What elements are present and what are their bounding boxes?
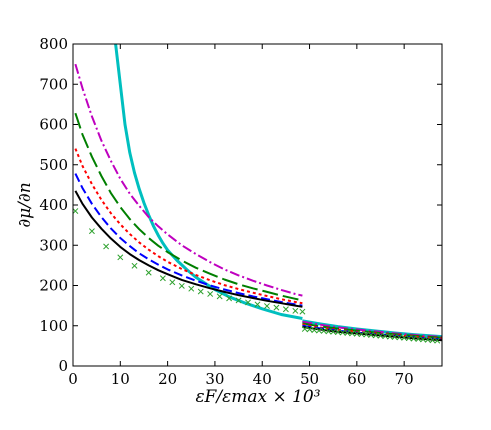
data-marker <box>382 333 389 340</box>
x-tick-label: 70 <box>395 370 414 388</box>
data-marker <box>306 326 313 333</box>
y-tick-label: 600 <box>39 116 68 134</box>
data-marker <box>169 279 176 286</box>
data-marker <box>344 330 351 336</box>
series-line-1-segment-1 <box>114 44 303 320</box>
y-tick-label: 300 <box>39 236 68 254</box>
data-marker <box>325 328 332 335</box>
data-marker <box>405 335 412 342</box>
data-marker <box>334 329 341 336</box>
y-tick-label: 200 <box>39 277 68 295</box>
y-tick-label: 100 <box>39 317 68 335</box>
data-marker <box>145 269 152 276</box>
data-marker <box>415 336 422 342</box>
y-tick-label: 400 <box>39 196 68 214</box>
data-marker <box>197 288 204 295</box>
data-marker <box>216 293 223 300</box>
data-marker <box>429 337 436 344</box>
data-marker <box>188 285 195 292</box>
data-marker <box>391 334 398 340</box>
data-marker <box>420 336 427 343</box>
data-marker <box>316 327 322 334</box>
y-tick-label: 500 <box>39 156 68 174</box>
series-line-2-segment-1 <box>74 63 303 297</box>
data-marker <box>73 208 79 214</box>
data-marker <box>401 334 408 341</box>
series-line-6-segment-1 <box>74 190 303 308</box>
data-marker <box>330 328 337 335</box>
x-axis-label: εF/εmax × 10³ <box>195 387 320 407</box>
data-marker <box>358 331 365 338</box>
data-marker <box>178 282 185 289</box>
x-tick-label: 0 <box>68 370 78 388</box>
plot-frame <box>72 43 443 367</box>
series-layer <box>73 44 442 344</box>
data-marker <box>339 329 346 336</box>
x-tick-label: 30 <box>205 370 224 388</box>
data-marker <box>368 332 374 338</box>
data-marker <box>301 326 308 332</box>
data-marker <box>254 301 261 308</box>
data-marker <box>273 304 280 311</box>
y-tick-label: 700 <box>39 75 68 93</box>
data-marker <box>245 299 251 306</box>
data-marker <box>159 275 166 282</box>
data-marker <box>88 228 95 235</box>
data-marker <box>264 303 270 309</box>
x-tick-label: 40 <box>253 370 272 388</box>
data-marker <box>377 332 384 339</box>
data-marker <box>363 331 370 338</box>
data-marker <box>396 334 403 341</box>
data-marker <box>282 306 289 313</box>
data-marker <box>117 254 124 261</box>
x-tick-label: 10 <box>111 370 130 388</box>
data-marker <box>131 262 138 269</box>
y-tick-label: 0 <box>58 357 68 375</box>
series-line-4-segment-1 <box>74 148 303 305</box>
data-marker <box>349 330 356 337</box>
data-marker <box>372 332 379 339</box>
series-line-3-segment-1 <box>74 112 303 302</box>
data-marker <box>226 295 233 302</box>
data-marker <box>299 308 306 315</box>
data-marker <box>410 335 417 342</box>
data-marker <box>292 307 299 314</box>
y-axis-label: ∂μ/∂n <box>15 182 35 227</box>
y-tick-label: 800 <box>39 35 68 53</box>
data-marker <box>311 327 318 334</box>
x-tick-label: 60 <box>347 370 366 388</box>
data-marker <box>353 330 360 337</box>
x-tick-label: 50 <box>300 370 319 388</box>
series-line-5-segment-1 <box>74 173 303 307</box>
data-marker <box>424 336 431 343</box>
data-marker <box>103 243 110 250</box>
data-marker <box>434 337 441 344</box>
data-marker <box>387 333 393 340</box>
data-marker <box>235 297 242 304</box>
data-marker <box>320 328 327 334</box>
data-marker <box>207 290 214 297</box>
x-tick-label: 20 <box>158 370 177 388</box>
